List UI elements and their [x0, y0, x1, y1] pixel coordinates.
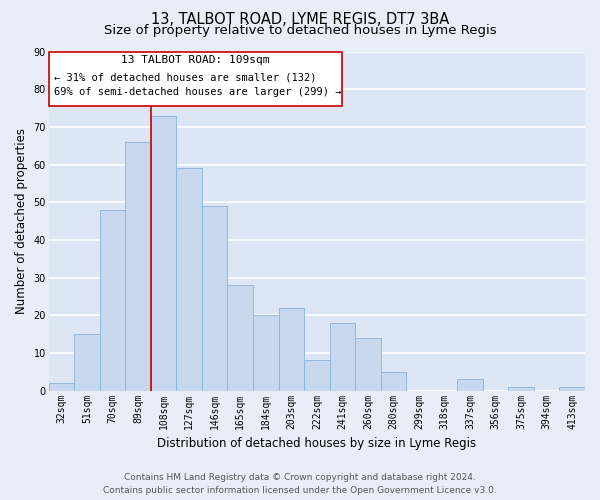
Bar [74, 334, 100, 390]
X-axis label: Distribution of detached houses by size in Lyme Regis: Distribution of detached houses by size … [157, 437, 476, 450]
Bar [227, 285, 253, 391]
Bar [176, 168, 202, 390]
Bar [355, 338, 380, 390]
Text: Size of property relative to detached houses in Lyme Regis: Size of property relative to detached ho… [104, 24, 496, 37]
Bar [49, 383, 74, 390]
Y-axis label: Number of detached properties: Number of detached properties [15, 128, 28, 314]
Bar [100, 210, 125, 390]
Bar [508, 387, 534, 390]
Text: 13, TALBOT ROAD, LYME REGIS, DT7 3BA: 13, TALBOT ROAD, LYME REGIS, DT7 3BA [151, 12, 449, 28]
Text: 13 TALBOT ROAD: 109sqm: 13 TALBOT ROAD: 109sqm [121, 56, 270, 66]
Bar [202, 206, 227, 390]
Text: 69% of semi-detached houses are larger (299) →: 69% of semi-detached houses are larger (… [54, 88, 341, 98]
Bar [125, 142, 151, 390]
FancyBboxPatch shape [49, 52, 343, 106]
Bar [278, 308, 304, 390]
Bar [329, 323, 355, 390]
Bar [151, 116, 176, 390]
Bar [559, 387, 585, 390]
Bar [457, 380, 483, 390]
Text: ← 31% of detached houses are smaller (132): ← 31% of detached houses are smaller (13… [54, 72, 316, 82]
Bar [304, 360, 329, 390]
Bar [380, 372, 406, 390]
Text: Contains HM Land Registry data © Crown copyright and database right 2024.
Contai: Contains HM Land Registry data © Crown c… [103, 474, 497, 495]
Bar [253, 316, 278, 390]
